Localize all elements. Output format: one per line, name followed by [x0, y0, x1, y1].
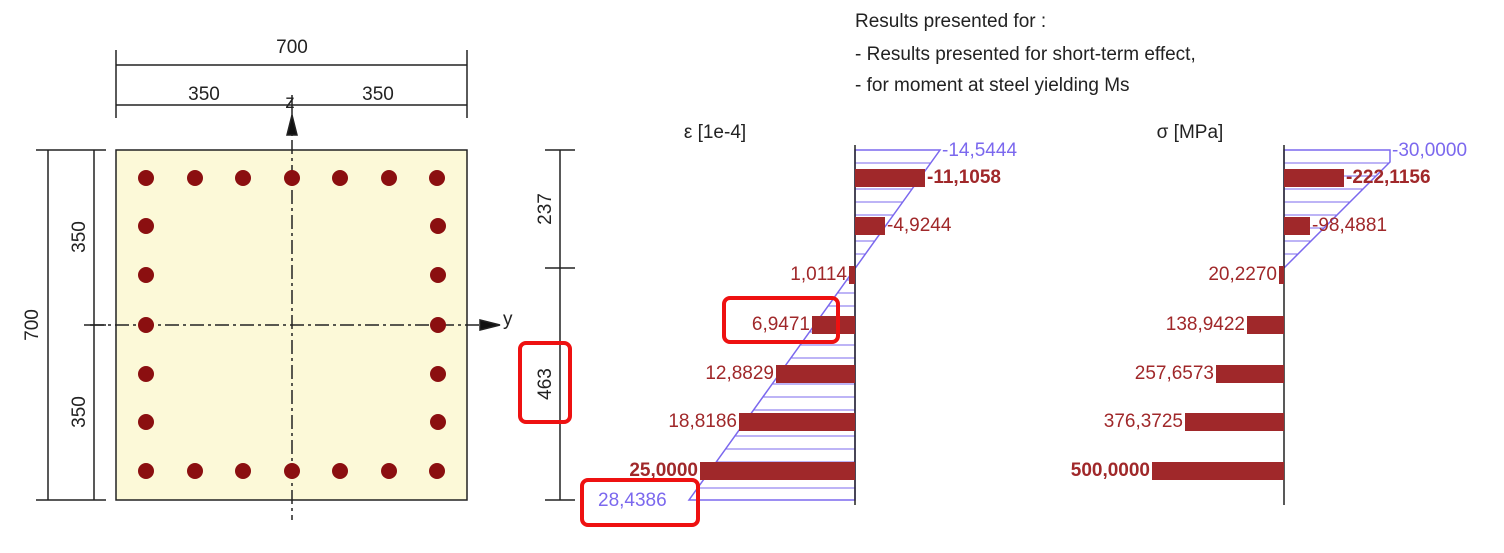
rebar — [138, 463, 154, 479]
rebar — [430, 366, 446, 382]
edge-label: 28,4386 — [598, 490, 667, 511]
bar — [855, 169, 925, 187]
bar-label: -222,1156 — [1346, 167, 1431, 188]
dim-label: 700 — [276, 37, 308, 58]
rebar — [430, 414, 446, 430]
rebar — [138, 366, 154, 382]
rebar — [430, 317, 446, 333]
rebar — [138, 218, 154, 234]
bar-label: 500,0000 — [1071, 460, 1150, 481]
header: Results presented for : - Results presen… — [855, 11, 1196, 96]
header-line: - Results presented for short-term effec… — [855, 44, 1196, 65]
bar-label: 376,3725 — [1104, 411, 1183, 432]
bar — [1152, 462, 1284, 480]
rebar — [138, 267, 154, 283]
rebar — [187, 463, 203, 479]
rebar — [235, 463, 251, 479]
rebar — [429, 463, 445, 479]
bar-label: 12,8829 — [705, 363, 774, 384]
dim-label: 350 — [69, 396, 90, 428]
bar-label: 18,8186 — [668, 411, 737, 432]
axis-label: z — [285, 92, 295, 113]
bar-label: 257,6573 — [1135, 363, 1214, 384]
bar — [776, 365, 855, 383]
bar-label: -4,9244 — [887, 215, 952, 236]
rebar — [430, 218, 446, 234]
highlight-box — [518, 341, 572, 424]
bar — [739, 413, 855, 431]
bar — [1216, 365, 1284, 383]
rebar — [138, 414, 154, 430]
rebar — [284, 170, 300, 186]
rebar — [284, 463, 300, 479]
strain-dimension — [545, 149, 575, 501]
bar-label: -98,4881 — [1312, 215, 1387, 236]
bar — [1284, 217, 1310, 235]
cross-section — [36, 50, 501, 520]
dim-label: 237 — [535, 193, 556, 225]
dim-label: 350 — [69, 221, 90, 253]
bar — [1185, 413, 1284, 431]
rebar — [429, 170, 445, 186]
bar — [855, 217, 885, 235]
axis-label: y — [503, 309, 513, 330]
rebar — [138, 170, 154, 186]
rebar — [332, 463, 348, 479]
bar — [812, 316, 855, 334]
diagram-title: σ [MPa] — [1157, 122, 1224, 143]
rebar — [187, 170, 203, 186]
bar — [849, 266, 855, 284]
dim-label: 463 — [535, 368, 556, 400]
y-arrow — [479, 319, 501, 331]
bar-label: 1,0114 — [790, 264, 847, 285]
rebar — [381, 170, 397, 186]
bar — [1247, 316, 1284, 334]
highlights — [518, 296, 840, 527]
rebar — [430, 267, 446, 283]
z-arrow — [286, 114, 298, 136]
rebar — [381, 463, 397, 479]
bar — [1279, 266, 1284, 284]
dim-label: 350 — [362, 84, 394, 105]
bar-label: 20,2270 — [1208, 264, 1277, 285]
highlight-box — [722, 296, 840, 344]
header-line: - for moment at steel yielding Ms — [855, 75, 1130, 96]
dim-label: 350 — [188, 84, 220, 105]
bar — [700, 462, 855, 480]
diagram-title: ε [1e-4] — [684, 122, 746, 143]
edge-label: -14,5444 — [942, 140, 1017, 161]
bar-label: 25,0000 — [629, 460, 698, 481]
rebar — [235, 170, 251, 186]
bar-label: 6,9471 — [752, 314, 810, 335]
bar-label: -11,1058 — [927, 167, 1001, 188]
header-line: Results presented for : — [855, 11, 1046, 32]
bar — [1284, 169, 1344, 187]
dim-label: 700 — [22, 309, 43, 341]
rebar — [332, 170, 348, 186]
rebar — [138, 317, 154, 333]
highlight-box — [580, 478, 700, 527]
bar-label: 138,9422 — [1166, 314, 1245, 335]
edge-label: -30,0000 — [1392, 140, 1467, 161]
